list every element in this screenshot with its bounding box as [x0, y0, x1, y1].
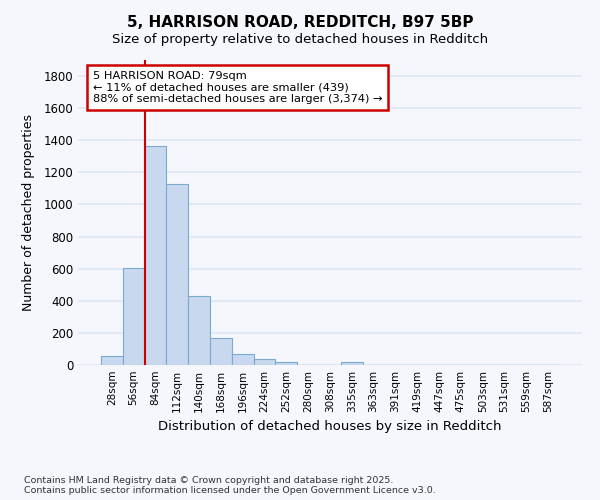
Bar: [341, 362, 363, 365]
Bar: [145, 146, 166, 365]
Y-axis label: Number of detached properties: Number of detached properties: [22, 114, 35, 311]
Bar: [275, 362, 297, 365]
Bar: [123, 268, 145, 365]
Text: 5, HARRISON ROAD, REDDITCH, B97 5BP: 5, HARRISON ROAD, REDDITCH, B97 5BP: [127, 15, 473, 30]
Bar: [232, 354, 254, 365]
Bar: [210, 338, 232, 365]
Bar: [188, 296, 210, 365]
Bar: [101, 356, 123, 365]
Bar: [166, 184, 188, 365]
Text: 5 HARRISON ROAD: 79sqm
← 11% of detached houses are smaller (439)
88% of semi-de: 5 HARRISON ROAD: 79sqm ← 11% of detached…: [93, 70, 383, 104]
Text: Size of property relative to detached houses in Redditch: Size of property relative to detached ho…: [112, 32, 488, 46]
X-axis label: Distribution of detached houses by size in Redditch: Distribution of detached houses by size …: [158, 420, 502, 434]
Bar: [254, 359, 275, 365]
Text: Contains HM Land Registry data © Crown copyright and database right 2025.
Contai: Contains HM Land Registry data © Crown c…: [24, 476, 436, 495]
